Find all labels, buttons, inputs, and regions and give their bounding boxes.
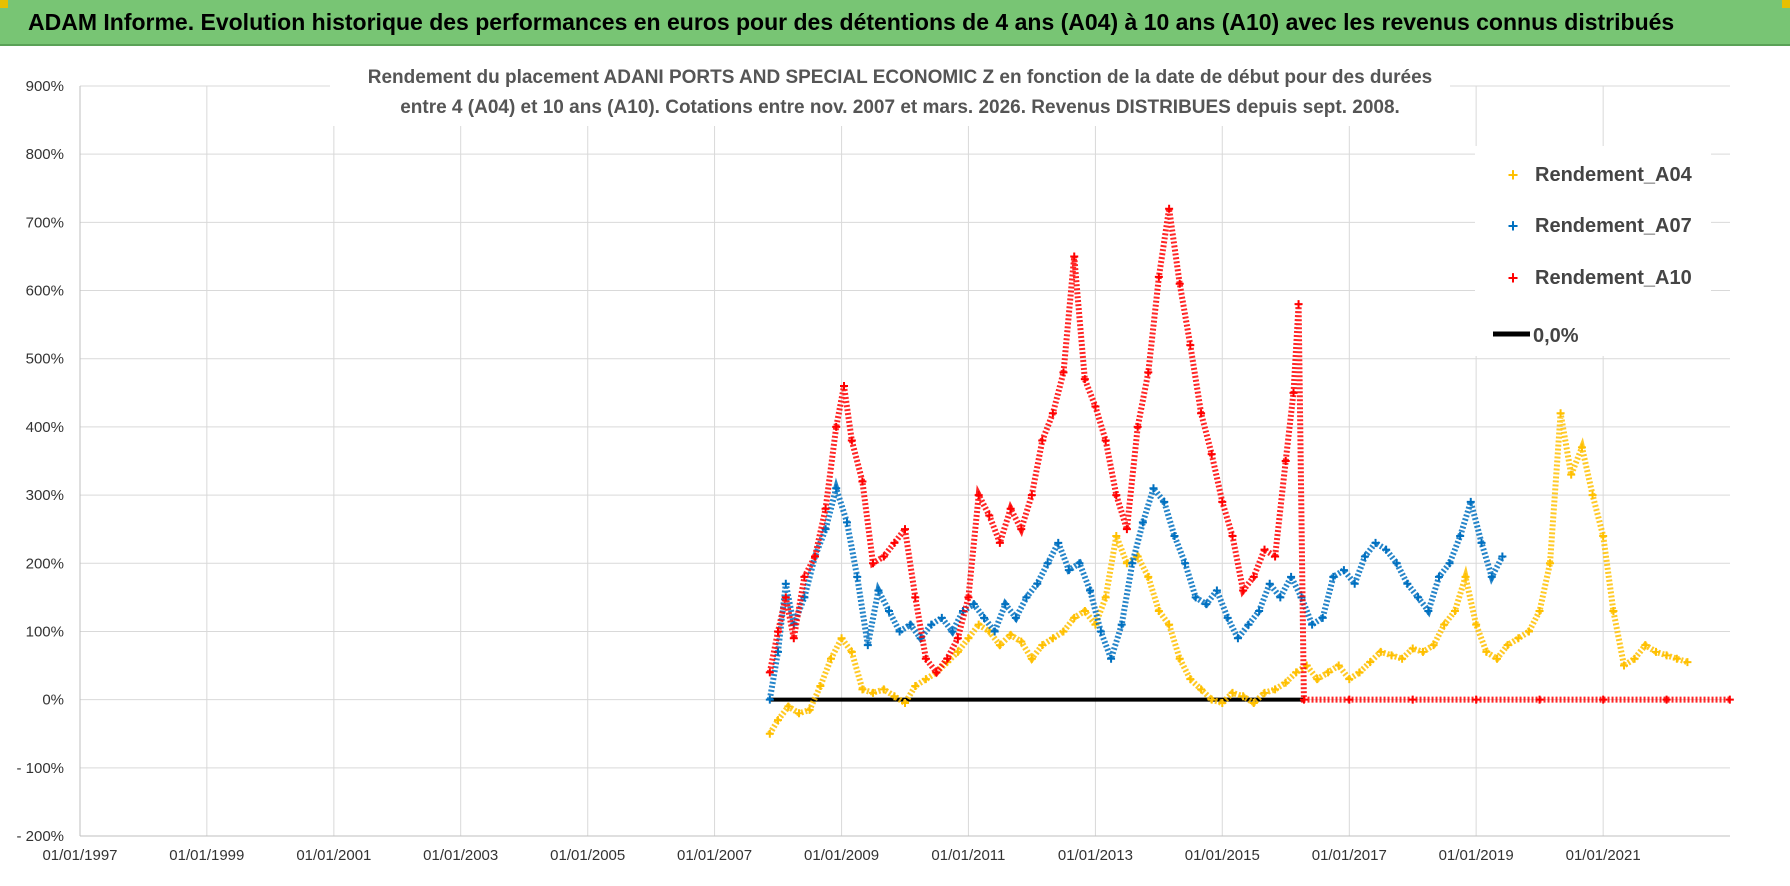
- series-a10: [765, 204, 1734, 704]
- x-tick-label: 01/01/2009: [804, 847, 879, 864]
- legend-label-a07: Rendement_A07: [1535, 215, 1692, 237]
- return-scatter-chart: - 200% - 100% 0% 100% 200% 300% 400% 500% 600% 70…: [0, 46, 1790, 886]
- report-title: ADAM Informe. Evolution historique des p…: [28, 9, 1675, 35]
- chart-grid: [79, 85, 1730, 837]
- x-tick-label: 01/01/2003: [423, 847, 498, 864]
- chart-title-line-1: Rendement du placement ADANI PORTS AND S…: [368, 67, 1432, 88]
- y-tick-label: - 200%: [16, 828, 64, 845]
- legend-label-zero: 0,0%: [1533, 325, 1579, 347]
- series-a07: [765, 477, 1507, 704]
- x-tick-label: 01/01/2019: [1439, 847, 1514, 864]
- series-a07-trace: [766, 477, 1506, 701]
- x-tick-label: 01/01/2017: [1312, 847, 1387, 864]
- x-tick-label: 01/01/2001: [296, 847, 371, 864]
- legend-marker-a10: +: [1508, 268, 1519, 288]
- title-backdrop: [330, 60, 1450, 126]
- y-tick-label: 100%: [26, 623, 64, 640]
- legend-label-a04: Rendement_A04: [1535, 164, 1693, 186]
- series-a10-trace: [766, 208, 1730, 703]
- y-tick-label: 600%: [26, 283, 64, 300]
- chart-series: [765, 204, 1734, 738]
- series-a04: [765, 409, 1692, 738]
- chart-title-line-2: entre 4 (A04) et 10 ans (A10). Cotations…: [400, 97, 1400, 118]
- x-tick-label: 01/01/1999: [169, 847, 244, 864]
- legend-label-a10: Rendement_A10: [1535, 267, 1692, 289]
- y-tick-label: 200%: [26, 555, 64, 572]
- x-tick-label: 01/01/1997: [42, 847, 117, 864]
- chart-legend: + Rendement_A04 + Rendement_A07 + Rendem…: [1475, 146, 1711, 356]
- x-tick-label: 01/01/2011: [931, 847, 1005, 864]
- x-tick-label: 01/01/2015: [1185, 847, 1260, 864]
- y-tick-label: 400%: [26, 419, 64, 436]
- y-tick-label: 900%: [26, 78, 64, 95]
- legend-marker-a07: +: [1508, 216, 1519, 236]
- legend-backdrop: [1475, 146, 1711, 356]
- y-tick-label: 0%: [42, 692, 64, 709]
- banner-corner-right: [1782, 0, 1790, 8]
- x-tick-label: 01/01/2013: [1058, 847, 1133, 864]
- y-tick-label: - 100%: [16, 760, 64, 777]
- y-tick-label: 800%: [26, 146, 64, 163]
- y-axis-ticks: - 200% - 100% 0% 100% 200% 300% 400% 500% 600% 70…: [16, 78, 64, 845]
- y-tick-label: 300%: [26, 487, 64, 504]
- y-tick-label: 700%: [26, 214, 64, 231]
- x-tick-label: 01/01/2021: [1566, 847, 1641, 864]
- banner-corner-left: [0, 0, 8, 8]
- y-tick-label: 500%: [26, 351, 64, 368]
- x-tick-label: 01/01/2007: [677, 847, 752, 864]
- x-tick-label: 01/01/2005: [550, 847, 625, 864]
- x-axis-ticks: 01/01/1997 01/01/1999 01/01/2001 01/01/2003…: [42, 847, 1640, 864]
- report-banner: ADAM Informe. Evolution historique des p…: [0, 0, 1790, 46]
- series-a04-trace: [767, 412, 1689, 736]
- legend-marker-a04: +: [1508, 165, 1519, 185]
